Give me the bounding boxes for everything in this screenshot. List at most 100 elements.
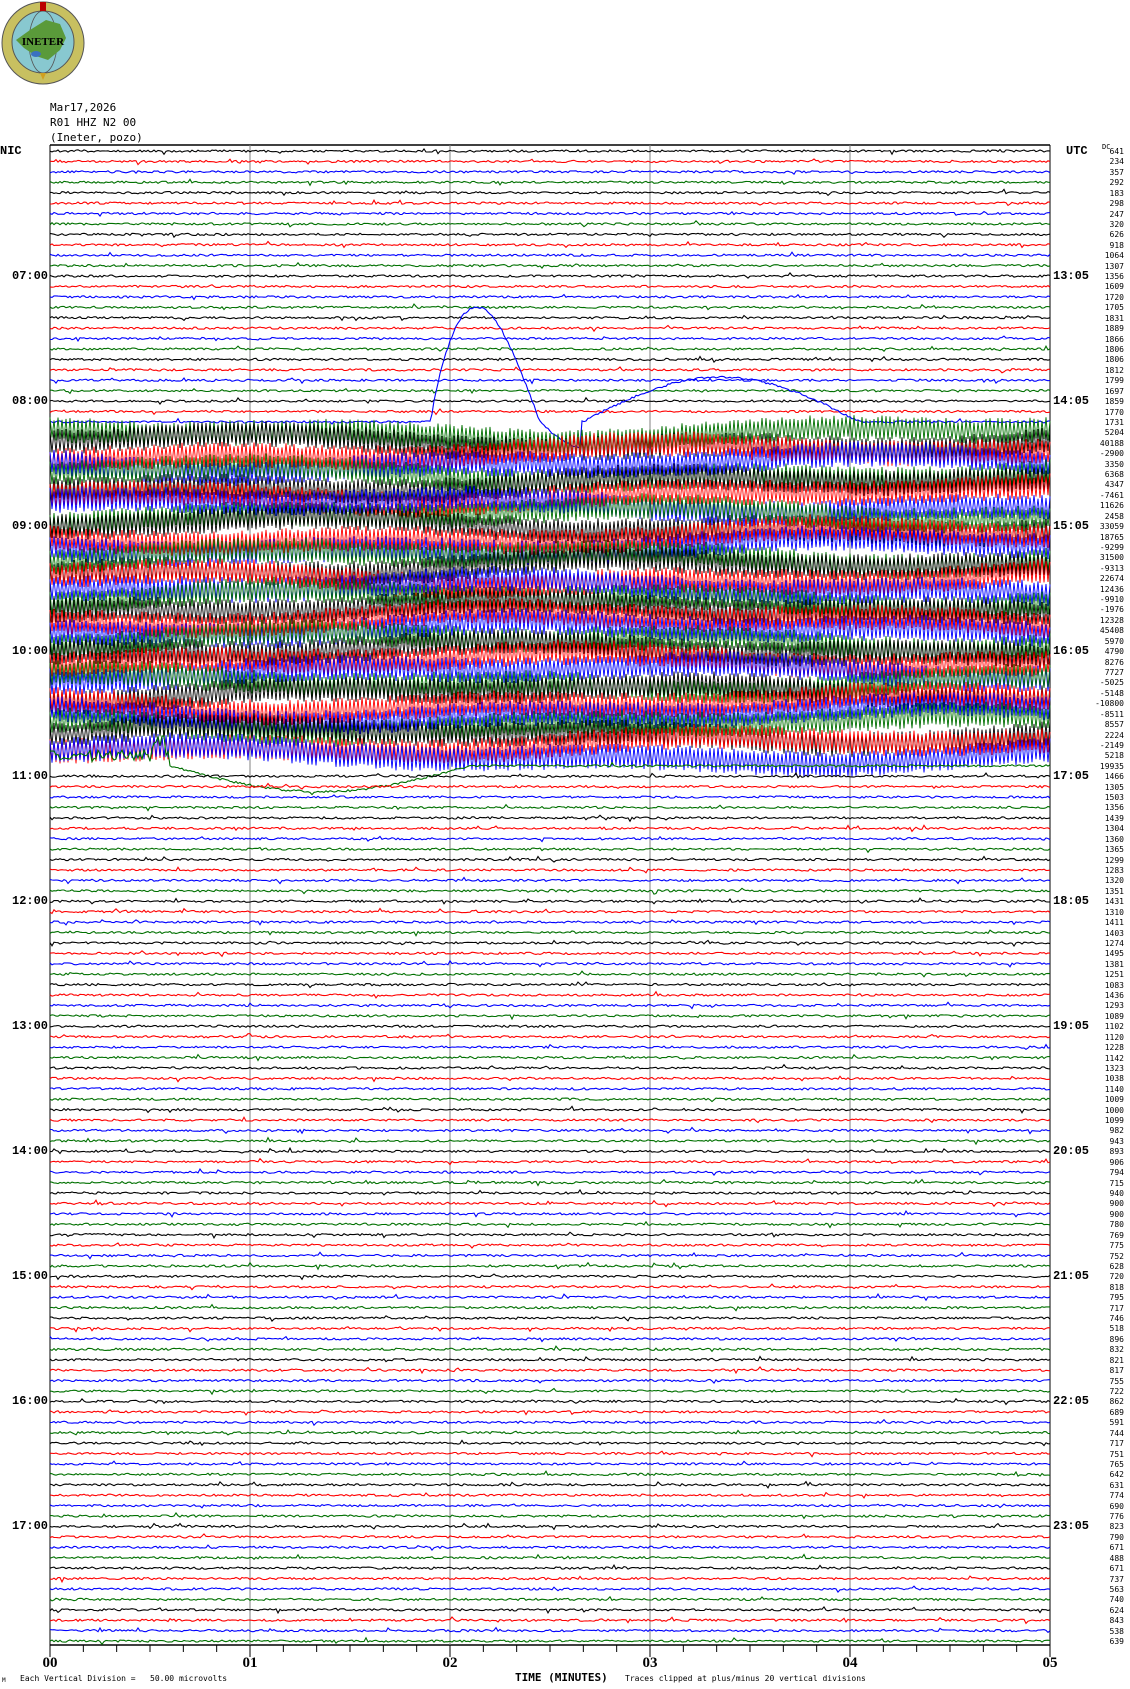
trace-value: 900 (1109, 1209, 1124, 1219)
trace-value: 776 (1109, 1512, 1124, 1522)
left-hour-label: 07:00 (12, 269, 49, 284)
trace-value: -2900 (1099, 449, 1124, 459)
trace-90 (49, 1086, 1051, 1091)
trace-value: 33059 (1099, 522, 1124, 532)
trace-140 (49, 1605, 1051, 1615)
trace-68 (49, 855, 1051, 863)
trace-33 (49, 473, 1051, 518)
trace-84 (49, 1024, 1051, 1029)
trace-82 (49, 1001, 1051, 1010)
trace-133 (49, 1533, 1051, 1539)
trace-123 (49, 1429, 1051, 1436)
trace-42 (49, 566, 1051, 607)
trace-value: -5025 (1099, 678, 1124, 688)
trace-value: 794 (1109, 1168, 1124, 1178)
trace-value: 1307 (1104, 261, 1124, 271)
trace-100 (49, 1188, 1051, 1196)
trace-value: 1812 (1104, 365, 1124, 375)
trace-134 (49, 1544, 1051, 1551)
trace-18 (50, 335, 1051, 342)
trace-value: -2149 (1099, 740, 1124, 750)
trace-value: 624 (1109, 1605, 1124, 1615)
trace-value: 715 (1109, 1178, 1124, 1188)
trace-value: 790 (1109, 1532, 1124, 1542)
trace-65 (49, 824, 1051, 833)
ineter-logo: INETER (0, 0, 88, 88)
trace-24 (49, 396, 1051, 406)
trace-103 (49, 1220, 1051, 1229)
trace-value: -7461 (1099, 490, 1124, 500)
trace-19 (49, 345, 1051, 352)
trace-3 (49, 178, 1051, 187)
trace-value: -8511 (1099, 709, 1124, 719)
ineter-logo-icon: INETER (1, 1, 85, 85)
trace-118 (49, 1378, 1051, 1385)
trace-132 (49, 1522, 1051, 1531)
trace-value: 1831 (1104, 313, 1124, 323)
trace-value: -10800 (1095, 699, 1124, 709)
right-hour-label: 14:05 (1053, 394, 1090, 409)
trace-23 (50, 387, 1051, 395)
trace-value: 1228 (1104, 1043, 1124, 1053)
trace-value: 247 (1109, 209, 1124, 219)
scale-text: Each Vertical Division = 50.00 microvolt… (20, 1674, 228, 1683)
trace-value: 628 (1109, 1261, 1124, 1271)
trace-138 (49, 1585, 1051, 1594)
trace-value: 320 (1109, 219, 1124, 229)
trace-108 (49, 1273, 1051, 1281)
trace-71 (49, 887, 1051, 895)
trace-4 (49, 188, 1051, 197)
trace-value: 298 (1109, 199, 1124, 209)
trace-value: 538 (1109, 1626, 1124, 1636)
trace-114 (49, 1335, 1051, 1343)
trace-value: 1503 (1104, 793, 1124, 803)
trace-101 (49, 1199, 1051, 1208)
trace-130 (49, 1503, 1051, 1509)
trace-value: 1140 (1104, 1084, 1124, 1094)
header-channel: R01 HHZ N2 00 (50, 116, 137, 129)
trace-13 (49, 284, 1051, 289)
trace-64 (49, 814, 1051, 823)
trace-122 (49, 1418, 1051, 1427)
x-tick-label: 05 (1042, 1655, 1058, 1671)
trace-value: 737 (1109, 1574, 1124, 1584)
trace-115 (49, 1345, 1051, 1353)
trace-45 (49, 598, 1051, 640)
trace-value: 1720 (1104, 292, 1124, 302)
trace-value: 1889 (1104, 324, 1124, 334)
trace-value: 755 (1109, 1376, 1124, 1386)
trace-value: -9910 (1099, 595, 1124, 605)
trace-value: 1000 (1104, 1105, 1124, 1115)
trace-76 (49, 939, 1051, 947)
trace-12 (49, 272, 1051, 279)
trace-value: 292 (1109, 178, 1124, 188)
trace-35 (49, 493, 1051, 538)
trace-53 (49, 681, 1051, 726)
trace-16 (49, 314, 1051, 322)
trace-80 (49, 981, 1051, 989)
trace-value: 357 (1109, 167, 1124, 177)
trace-11 (49, 261, 1051, 269)
right-hour-label: 19:05 (1053, 1019, 1090, 1034)
trace-137 (49, 1575, 1051, 1584)
svg-text:INETER: INETER (22, 36, 65, 48)
trace-value: 1251 (1104, 970, 1124, 980)
trace-value: 821 (1109, 1355, 1124, 1365)
trace-67 (49, 846, 1051, 854)
trace-14 (49, 293, 1051, 301)
trace-1 (49, 158, 1051, 166)
left-hour-label: 10:00 (12, 644, 49, 659)
trace-value: -9313 (1099, 563, 1124, 573)
trace-value: 1466 (1104, 772, 1124, 782)
trace-value: 1381 (1104, 959, 1124, 969)
trace-89 (49, 1075, 1051, 1083)
trace-51 (49, 660, 1051, 704)
right-hour-label: 13:05 (1053, 269, 1090, 284)
trace-126 (49, 1460, 1051, 1466)
trace-value: 918 (1109, 240, 1124, 250)
trace-value: 642 (1109, 1470, 1124, 1480)
trace-113 (49, 1326, 1051, 1333)
trace-119 (49, 1387, 1051, 1396)
trace-26 (49, 306, 1051, 449)
